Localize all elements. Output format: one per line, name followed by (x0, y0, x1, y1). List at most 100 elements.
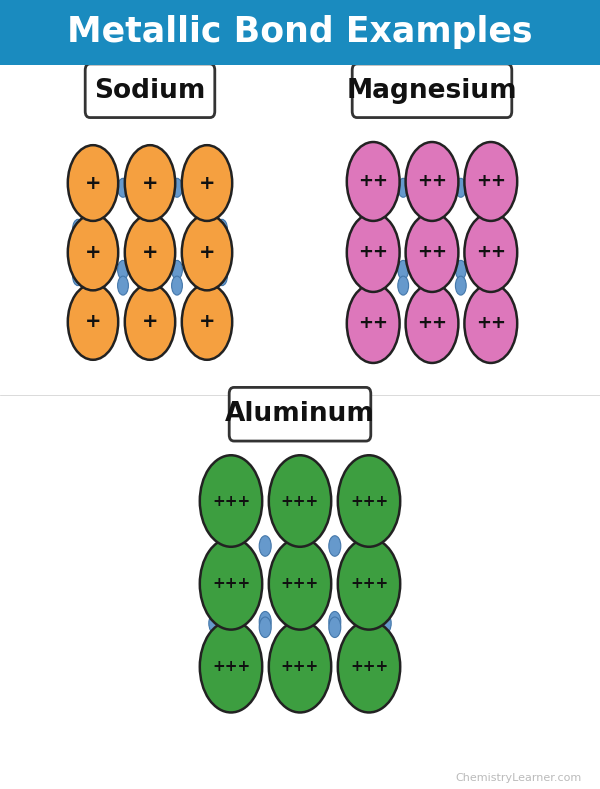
Ellipse shape (184, 306, 194, 325)
Ellipse shape (210, 633, 222, 653)
Ellipse shape (355, 267, 365, 286)
Ellipse shape (398, 260, 409, 279)
Text: +: + (142, 243, 158, 262)
Ellipse shape (338, 538, 400, 630)
Text: +++: +++ (281, 576, 319, 592)
Ellipse shape (125, 145, 175, 221)
Text: +: + (85, 312, 101, 331)
Ellipse shape (294, 653, 306, 673)
Text: ChemistryLearner.com: ChemistryLearner.com (456, 772, 582, 783)
FancyBboxPatch shape (0, 0, 600, 65)
FancyBboxPatch shape (352, 64, 512, 118)
Ellipse shape (202, 290, 212, 309)
Ellipse shape (202, 196, 212, 215)
Ellipse shape (294, 593, 306, 614)
Ellipse shape (294, 633, 306, 653)
Ellipse shape (73, 267, 83, 286)
Ellipse shape (125, 284, 175, 360)
Ellipse shape (485, 290, 496, 309)
Ellipse shape (259, 611, 271, 632)
Ellipse shape (145, 308, 155, 327)
Ellipse shape (355, 219, 365, 238)
Ellipse shape (294, 528, 306, 548)
Text: ++: ++ (358, 244, 388, 261)
Ellipse shape (427, 196, 437, 215)
Text: +++: +++ (281, 659, 319, 675)
Ellipse shape (466, 306, 476, 325)
Text: ++: ++ (476, 173, 506, 190)
Ellipse shape (329, 617, 341, 638)
Text: Aluminum: Aluminum (225, 402, 375, 427)
Ellipse shape (68, 145, 118, 221)
Ellipse shape (88, 290, 98, 309)
Ellipse shape (368, 243, 379, 262)
Ellipse shape (259, 536, 271, 556)
Ellipse shape (145, 172, 155, 191)
Ellipse shape (269, 538, 331, 630)
Ellipse shape (427, 290, 437, 309)
Text: ++: ++ (358, 173, 388, 190)
Ellipse shape (209, 574, 221, 594)
FancyBboxPatch shape (85, 64, 215, 118)
Ellipse shape (464, 284, 517, 363)
Ellipse shape (269, 455, 331, 547)
Text: ++: ++ (417, 315, 447, 332)
Ellipse shape (363, 633, 375, 653)
Ellipse shape (427, 172, 437, 191)
Text: +++: +++ (350, 659, 388, 675)
Ellipse shape (73, 219, 83, 238)
Ellipse shape (363, 593, 375, 614)
Ellipse shape (225, 554, 237, 574)
Ellipse shape (379, 574, 391, 594)
Text: +++: +++ (281, 493, 319, 509)
Ellipse shape (363, 554, 375, 574)
Ellipse shape (202, 243, 212, 262)
Ellipse shape (225, 633, 237, 653)
Text: ++: ++ (417, 244, 447, 261)
Text: ++: ++ (476, 244, 506, 261)
Ellipse shape (172, 276, 182, 295)
Ellipse shape (398, 276, 409, 295)
Ellipse shape (200, 455, 262, 547)
Ellipse shape (368, 196, 379, 215)
Ellipse shape (329, 536, 341, 556)
Ellipse shape (379, 613, 391, 634)
Ellipse shape (182, 215, 232, 290)
Ellipse shape (209, 613, 221, 634)
Ellipse shape (118, 178, 128, 197)
Text: +++: +++ (212, 659, 250, 675)
Ellipse shape (406, 142, 458, 221)
Ellipse shape (217, 267, 227, 286)
Ellipse shape (118, 260, 128, 279)
Ellipse shape (347, 213, 400, 292)
Ellipse shape (406, 213, 458, 292)
Ellipse shape (427, 243, 437, 262)
Text: +++: +++ (350, 576, 388, 592)
Ellipse shape (342, 651, 354, 671)
Text: +: + (199, 243, 215, 262)
Ellipse shape (338, 455, 400, 547)
Text: Sodium: Sodium (94, 78, 206, 103)
Ellipse shape (200, 538, 262, 630)
Ellipse shape (485, 243, 496, 262)
Ellipse shape (368, 290, 379, 309)
Text: +++: +++ (212, 576, 250, 592)
Ellipse shape (347, 284, 400, 363)
Ellipse shape (225, 593, 237, 614)
Ellipse shape (259, 617, 271, 638)
Ellipse shape (406, 284, 458, 363)
Ellipse shape (499, 219, 509, 238)
Ellipse shape (68, 284, 118, 360)
Text: ++: ++ (476, 315, 506, 332)
Ellipse shape (329, 611, 341, 632)
Text: +: + (142, 312, 158, 331)
Ellipse shape (217, 219, 227, 238)
Text: ++: ++ (358, 315, 388, 332)
Ellipse shape (455, 178, 466, 197)
Ellipse shape (125, 215, 175, 290)
Text: +: + (85, 174, 101, 193)
Ellipse shape (427, 308, 437, 327)
Ellipse shape (88, 196, 98, 215)
Ellipse shape (464, 142, 517, 221)
Ellipse shape (68, 215, 118, 290)
